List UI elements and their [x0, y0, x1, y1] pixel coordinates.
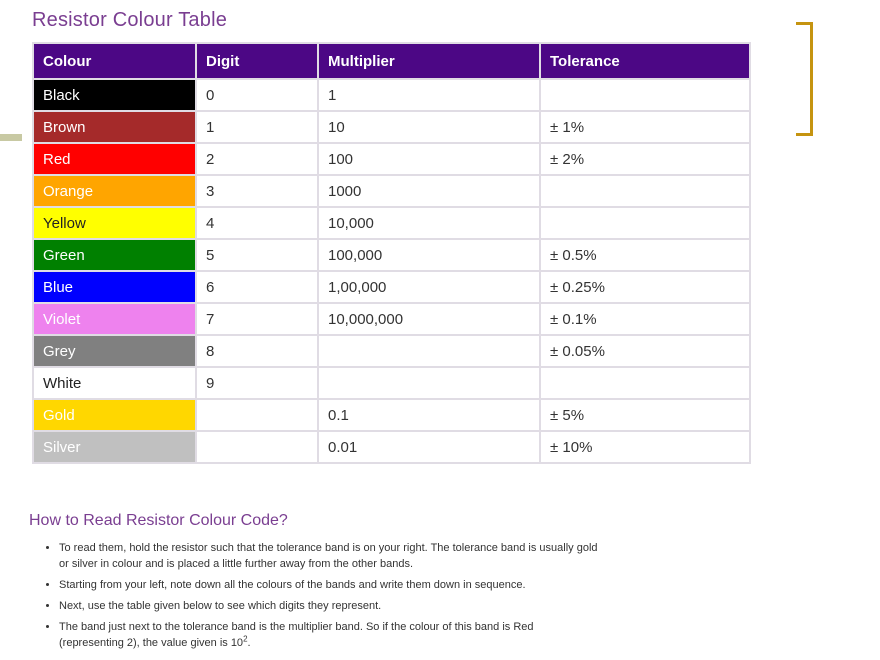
- tolerance-cell: ± 0.25%: [539, 270, 751, 304]
- header-digit: Digit: [195, 42, 319, 80]
- tolerance-cell: ± 1%: [539, 110, 751, 144]
- list-item-text: The band just next to the tolerance band…: [59, 621, 534, 649]
- table-row: Brown 1 10 ± 1%: [32, 110, 751, 144]
- multiplier-cell: 1: [317, 78, 541, 112]
- colour-cell: Brown: [32, 110, 197, 144]
- multiplier-cell: 10,000: [317, 206, 541, 240]
- multiplier-cell: [317, 366, 541, 400]
- exponent: 2: [243, 634, 248, 644]
- tolerance-cell: ± 10%: [539, 430, 751, 464]
- digit-cell: 0: [195, 78, 319, 112]
- multiplier-cell: 10: [317, 110, 541, 144]
- table-row: Green 5 100,000 ± 0.5%: [32, 238, 751, 272]
- digit-cell: 8: [195, 334, 319, 368]
- digit-cell: 9: [195, 366, 319, 400]
- section-title: How to Read Resistor Colour Code?: [29, 512, 288, 529]
- tolerance-cell: ± 0.05%: [539, 334, 751, 368]
- colour-cell: Orange: [32, 174, 197, 208]
- tolerance-cell: [539, 174, 751, 208]
- digit-cell: 7: [195, 302, 319, 336]
- colour-cell: Yellow: [32, 206, 197, 240]
- colour-cell: Grey: [32, 334, 197, 368]
- table-row: Yellow 4 10,000: [32, 206, 751, 240]
- multiplier-cell: 1000: [317, 174, 541, 208]
- digit-cell: [195, 398, 319, 432]
- instructions-list: To read them, hold the resistor such tha…: [42, 540, 599, 656]
- table-row: Blue 6 1,00,000 ± 0.25%: [32, 270, 751, 304]
- colour-cell: Silver: [32, 430, 197, 464]
- multiplier-cell: 10,000,000: [317, 302, 541, 336]
- tolerance-cell: ± 2%: [539, 142, 751, 176]
- decorative-bracket: [796, 22, 813, 136]
- list-item: Next, use the table given below to see w…: [59, 598, 599, 614]
- multiplier-cell: [317, 334, 541, 368]
- table-header-row: Colour Digit Multiplier Tolerance: [32, 42, 751, 80]
- tolerance-cell: [539, 78, 751, 112]
- digit-cell: [195, 430, 319, 464]
- multiplier-cell: 0.1: [317, 398, 541, 432]
- table-row: Red 2 100 ± 2%: [32, 142, 751, 176]
- table-row: Grey 8 ± 0.05%: [32, 334, 751, 368]
- tolerance-cell: [539, 206, 751, 240]
- digit-cell: 4: [195, 206, 319, 240]
- list-item: The band just next to the tolerance band…: [59, 619, 599, 651]
- tolerance-cell: [539, 366, 751, 400]
- multiplier-cell: 1,00,000: [317, 270, 541, 304]
- multiplier-cell: 100: [317, 142, 541, 176]
- colour-cell: Blue: [32, 270, 197, 304]
- list-item-end: .: [247, 637, 251, 649]
- colour-cell: Green: [32, 238, 197, 272]
- digit-cell: 2: [195, 142, 319, 176]
- colour-cell: Violet: [32, 302, 197, 336]
- header-colour: Colour: [32, 42, 197, 80]
- table-row: Black 0 1: [32, 78, 751, 112]
- resistor-colour-table: Colour Digit Multiplier Tolerance Black 0…: [32, 42, 751, 464]
- decorative-line: [0, 134, 22, 141]
- tolerance-cell: ± 0.1%: [539, 302, 751, 336]
- colour-cell: Gold: [32, 398, 197, 432]
- table-row: Silver 0.01 ± 10%: [32, 430, 751, 464]
- digit-cell: 5: [195, 238, 319, 272]
- multiplier-cell: 100,000: [317, 238, 541, 272]
- tolerance-cell: ± 0.5%: [539, 238, 751, 272]
- list-item: To read them, hold the resistor such tha…: [59, 540, 599, 572]
- header-multiplier: Multiplier: [317, 42, 541, 80]
- multiplier-cell: 0.01: [317, 430, 541, 464]
- digit-cell: 1: [195, 110, 319, 144]
- colour-cell: White: [32, 366, 197, 400]
- table-row: Gold 0.1 ± 5%: [32, 398, 751, 432]
- table-row: Orange 3 1000: [32, 174, 751, 208]
- table-row: Violet 7 10,000,000 ± 0.1%: [32, 302, 751, 336]
- tolerance-cell: ± 5%: [539, 398, 751, 432]
- list-item: Starting from your left, note down all t…: [59, 577, 599, 593]
- digit-cell: 6: [195, 270, 319, 304]
- digit-cell: 3: [195, 174, 319, 208]
- table-row: White 9: [32, 366, 751, 400]
- colour-cell: Red: [32, 142, 197, 176]
- page-title: Resistor Colour Table: [32, 9, 228, 31]
- colour-cell: Black: [32, 78, 197, 112]
- header-tolerance: Tolerance: [539, 42, 751, 80]
